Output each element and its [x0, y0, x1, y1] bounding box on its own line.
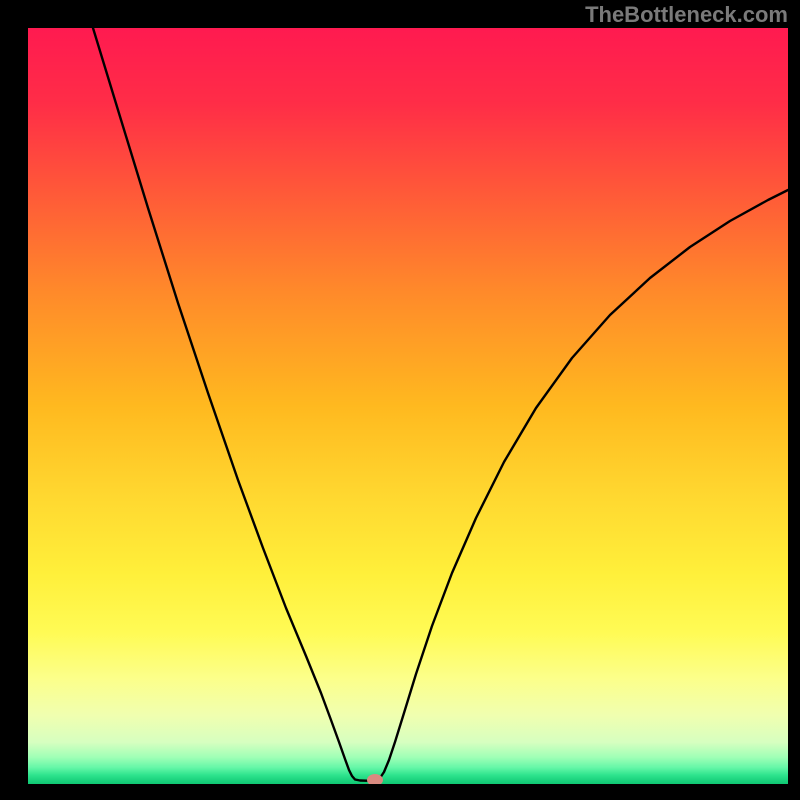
bottleneck-chart	[28, 28, 788, 784]
gradient-background	[28, 28, 788, 784]
plot-area	[28, 28, 788, 784]
watermark-text: TheBottleneck.com	[585, 2, 788, 28]
